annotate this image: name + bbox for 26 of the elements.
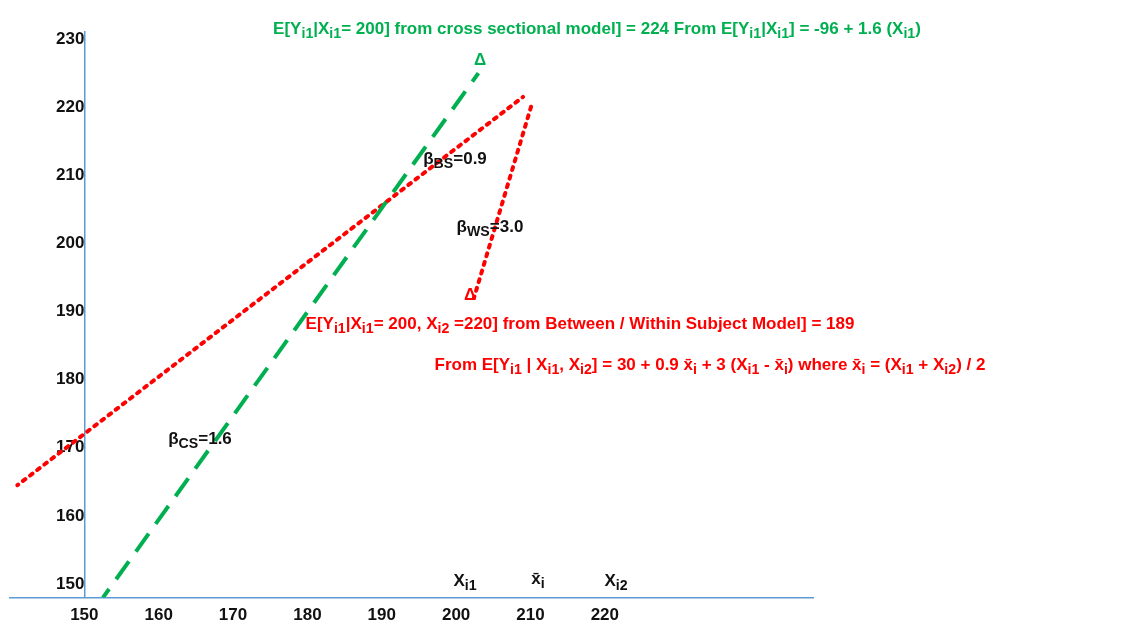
x-tick-label: 210 (516, 605, 545, 625)
text: E[Y$_{i1}$|X$_{i1}$= 200] from cross sectional model] = 224 From E[Y$_{i1}$|X$_{i1}$] = -96 + 1.6 (X$_{i1}$) (273, 18, 921, 42)
annotation: E[Y$_{i1}$|X$_{i1}$= 200, X$_{i2}$ =220] from Between / Within Subject Model] = 189 (305, 313, 855, 337)
x-tick-label: 160 (144, 605, 173, 625)
annotation: X$_{i2}$ (604, 570, 628, 594)
y-tick-label: 160 (55, 505, 85, 525)
x-tick-label: 190 (367, 605, 396, 625)
x-tick-label: 170 (218, 605, 248, 625)
x-tick-label: 200 (441, 605, 471, 625)
y-tick-label: 230 (55, 28, 85, 48)
annotation: Δ (473, 50, 487, 70)
annotation: β$_{BS}$=0.9 (423, 148, 487, 172)
y-tick-label: 180 (55, 369, 85, 389)
x-tick-label: 180 (293, 605, 322, 625)
y-tick-label: 150 (55, 573, 85, 593)
annotation: β$_{CS}$=1.6 (168, 428, 232, 452)
annotation: X$_{i1}$ (453, 570, 477, 594)
x-tick-label: 150 (70, 605, 99, 625)
y-tick-label: 190 (55, 301, 85, 321)
annotation: β$_{WS}$=3.0 (456, 216, 524, 240)
y-tick-label: 210 (55, 164, 85, 184)
text: From E[Y$_{i1}$ | X$_{i1}$, X$_{i2}$] = 30 + 0.9 x̄$_{i}$ + 3 (X$_{i1}$ - x̄$_{i}$) where x̄$_{i}$ = (X$_{i1}$ + X$_{i2}$) / 2 (434, 354, 986, 378)
y-tick-label: 200 (55, 233, 85, 253)
y-tick-label: 220 (55, 96, 85, 116)
x-tick-label: 220 (590, 605, 619, 625)
annotation: x̄$_{i}$ (531, 568, 545, 592)
